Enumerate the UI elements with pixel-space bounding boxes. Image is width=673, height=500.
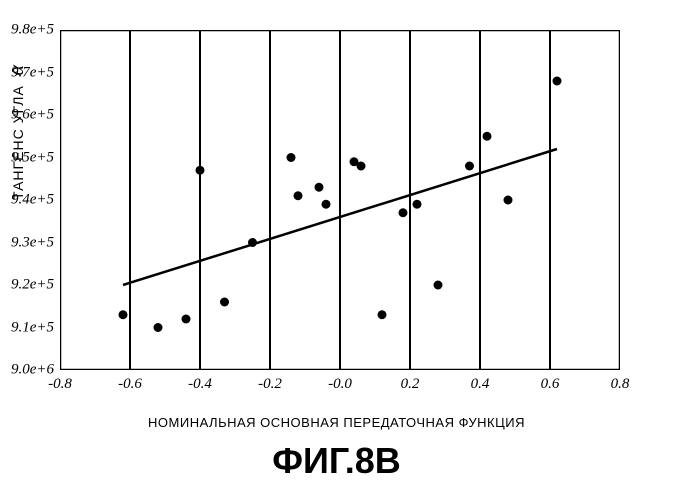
y-tick-label: 9.7e+5 [11, 64, 54, 81]
y-tick-label: 9.4e+5 [11, 192, 54, 209]
y-axis-label: ТАНГЕНС УГЛА α [6, 64, 29, 200]
chart-svg [60, 30, 620, 370]
x-tick-label: 0.4 [471, 376, 490, 393]
x-tick-label: -0.2 [258, 376, 282, 393]
x-tick-label: -0.6 [118, 376, 142, 393]
x-tick-label: 0.8 [611, 376, 630, 393]
y-tick-label: 9.2e+5 [11, 277, 54, 294]
x-tick-label: -0.8 [48, 376, 72, 393]
y-tick-label: 9.5e+5 [11, 149, 54, 166]
x-tick-label: 0.2 [401, 376, 420, 393]
x-tick-label: -0.4 [188, 376, 212, 393]
figure-caption: ФИГ.8B [0, 440, 673, 482]
y-tick-label: 9.1e+5 [11, 319, 54, 336]
x-tick-label: -0.0 [328, 376, 352, 393]
y-tick-label: 9.6e+5 [11, 107, 54, 124]
y-axis-label-text: ТАНГЕНС УГЛА [10, 85, 26, 200]
scatter-chart: 9.0e+69.1e+59.2e+59.3e+59.4e+59.5e+59.6e… [60, 30, 620, 370]
y-tick-label: 9.3e+5 [11, 234, 54, 251]
x-axis-label: НОМИНАЛЬНАЯ ОСНОВНАЯ ПЕРЕДАТОЧНАЯ ФУНКЦИ… [0, 415, 673, 430]
x-tick-label: 0.6 [541, 376, 560, 393]
y-tick-label: 9.8e+5 [11, 22, 54, 39]
